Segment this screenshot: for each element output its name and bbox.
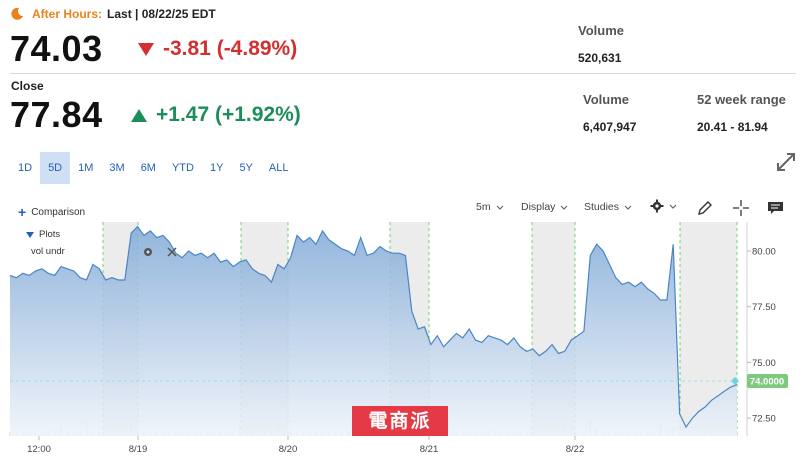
y-tick-label: 75.00 xyxy=(752,358,776,369)
close-change-text: +1.47 (+1.92%) xyxy=(156,103,301,126)
close-icon[interactable] xyxy=(167,247,177,257)
range-1d[interactable]: 1D xyxy=(18,162,33,174)
plus-icon: + xyxy=(18,204,27,220)
comment-icon[interactable] xyxy=(766,198,786,218)
close-label: Close xyxy=(11,79,44,93)
display-label: Display xyxy=(521,201,556,213)
after-hours-label: After Hours: xyxy=(32,7,103,21)
header-divider xyxy=(10,73,796,74)
range-all[interactable]: ALL xyxy=(268,162,289,174)
chevron-down-icon xyxy=(496,205,504,210)
after-hours-volume-value: 520,631 xyxy=(578,51,622,65)
studies-label: Studies xyxy=(584,201,620,213)
chevron-down-icon xyxy=(669,204,677,209)
gear-icon xyxy=(650,199,664,213)
study-label: vol undr xyxy=(31,246,65,257)
close-change: +1.47 (+1.92%) xyxy=(131,103,301,127)
after-hours-timestamp: Last | 08/22/25 EDT xyxy=(107,7,216,21)
down-arrow-icon xyxy=(138,42,154,56)
time-range-selector: 1D 5D 1M 3M 6M YTD 1Y 5Y ALL xyxy=(10,152,296,184)
plots-toggle[interactable]: Plots xyxy=(26,229,60,240)
y-tick-label: 77.50 xyxy=(752,302,776,313)
y-tick-label: 80.00 xyxy=(752,246,776,257)
range-ytd[interactable]: YTD xyxy=(171,162,194,174)
close-volume-value: 6,407,947 xyxy=(583,120,637,134)
plots-label: Plots xyxy=(39,229,61,240)
plot-controls xyxy=(144,247,177,257)
last-price-tag xyxy=(747,374,788,388)
expand-icon[interactable] xyxy=(775,151,797,173)
up-arrow-icon xyxy=(131,108,147,122)
after-hours-change: -3.81 (-4.89%) xyxy=(138,37,297,61)
close-price: 77.84 xyxy=(10,94,103,135)
y-tick-label: 72.50 xyxy=(752,414,776,425)
week-range-label: 52 week range xyxy=(697,92,786,107)
week-range-value: 20.41 - 81.94 xyxy=(697,120,768,134)
price-line xyxy=(9,225,738,429)
watermark: 電商派 xyxy=(352,406,448,436)
range-5d[interactable]: 5D xyxy=(40,152,71,184)
range-6m[interactable]: 6M xyxy=(140,162,156,174)
chevron-down-icon xyxy=(561,205,568,210)
pencil-icon[interactable] xyxy=(695,198,715,218)
close-volume-label: Volume xyxy=(583,92,629,107)
comparison-button[interactable]: + Comparison xyxy=(18,204,85,220)
moon-icon xyxy=(11,7,23,20)
range-5y[interactable]: 5Y xyxy=(239,162,253,174)
triangle-down-icon xyxy=(26,231,34,238)
range-1m[interactable]: 1M xyxy=(78,162,94,174)
after-hours-volume-label: Volume xyxy=(578,23,624,38)
price-area xyxy=(10,226,737,436)
range-3m[interactable]: 3M xyxy=(109,162,125,174)
interval-dropdown[interactable]: 5m xyxy=(476,201,505,213)
x-tick-label: 8/19 xyxy=(129,444,148,455)
after-hours-row: After Hours: Last | 08/22/25 EDT xyxy=(10,7,216,21)
display-dropdown[interactable]: Display xyxy=(521,201,569,213)
x-tick-label: 8/21 xyxy=(420,444,439,455)
after-hours-change-text: -3.81 (-4.89%) xyxy=(163,37,298,60)
price-chart[interactable]: 80.00 77.50 75.00 72.50 12:00 8/19 8/20 8/21 8/… xyxy=(0,222,800,459)
last-price-marker xyxy=(731,377,739,385)
x-tick-label: 8/20 xyxy=(279,444,298,455)
settings-dropdown[interactable] xyxy=(650,199,678,213)
studies-dropdown[interactable]: Studies xyxy=(584,201,633,213)
crosshair-icon[interactable] xyxy=(731,198,751,218)
after-hours-price: 74.03 xyxy=(10,28,103,69)
x-tick-label: 8/22 xyxy=(566,444,585,455)
comparison-label: Comparison xyxy=(31,206,86,218)
interval-label: 5m xyxy=(476,201,491,213)
range-1y[interactable]: 1Y xyxy=(209,162,224,174)
x-tick-label: 12:00 xyxy=(27,444,51,455)
last-price-tag-text: 74.0000 xyxy=(750,377,784,388)
chevron-down-icon xyxy=(624,205,632,210)
